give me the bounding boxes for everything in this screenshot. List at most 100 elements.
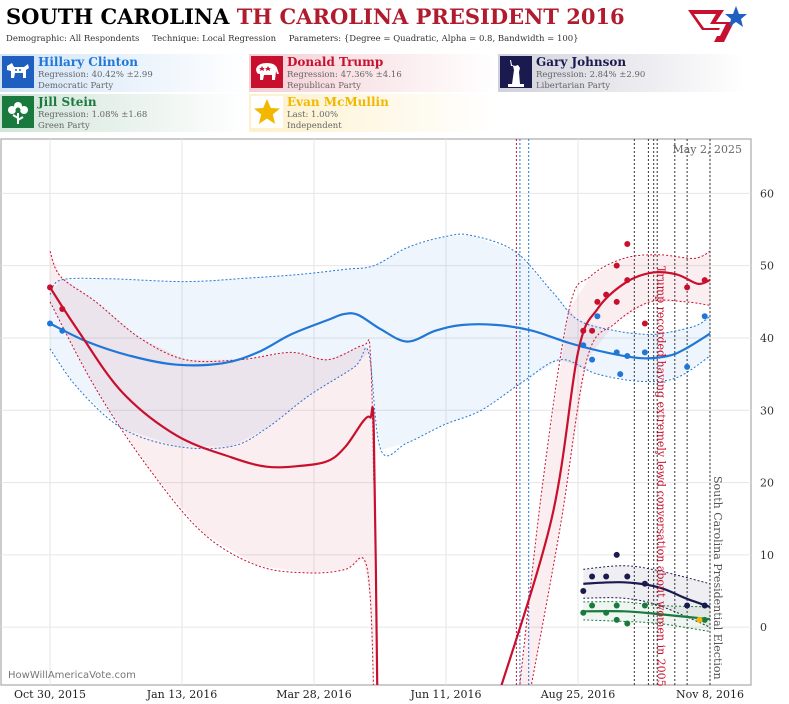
gary-johnson-poll-point	[580, 588, 587, 595]
gary-johnson-poll-point	[684, 602, 691, 609]
jill-stein-regression-line	[583, 609, 711, 621]
x-tick-label: Mar 28, 2016	[276, 688, 352, 701]
jill-stein-poll-point	[613, 602, 620, 609]
candidate-party: Republican Party	[287, 81, 361, 91]
y-tick-label: 30	[760, 404, 774, 417]
donald-trump-poll-point	[589, 327, 596, 334]
candidate-card-clinton: Hillary Clinton Regression: 40.42% ±2.99…	[0, 54, 247, 92]
donald-trump-poll-point	[701, 277, 708, 284]
x-tick-label: Jun 11, 2016	[409, 688, 481, 701]
parameters-label: Parameters: {Degree = Quadratic, Alpha =…	[288, 34, 579, 44]
hillary-clinton-band	[50, 235, 710, 450]
donald-trump-upper-bound	[519, 250, 711, 685]
donald-trump-lower-bound	[530, 299, 711, 685]
jill-stein-poll-point	[624, 620, 631, 627]
gary-johnson-poll-point	[641, 580, 648, 587]
candidate-name: Evan McMullin	[287, 95, 389, 109]
gary-johnson-regression-line	[583, 581, 711, 608]
hillary-clinton-poll-point	[624, 353, 631, 360]
y-tick-label: 40	[760, 332, 774, 345]
hillary-clinton-poll-point	[47, 320, 53, 327]
candidate-regression: Regression: 40.42% ±2.99	[38, 70, 153, 80]
donkey-icon	[2, 56, 34, 88]
gary-johnson-poll-point	[589, 573, 596, 580]
gary-johnson-poll-point	[701, 602, 708, 609]
x-tick-label: Jan 13, 2016	[146, 688, 218, 701]
y-tick-label: 0	[760, 621, 767, 634]
jill-stein-poll-point	[589, 602, 596, 609]
header: SOUTH CAROLINA TH CAROLINA PRESIDENT 201…	[0, 0, 789, 48]
jill-stein-poll-point	[580, 609, 587, 616]
candidate-party: Libertarian Party	[536, 81, 611, 91]
candidate-regression: Regression: 2.84% ±2.90	[536, 70, 646, 80]
gary-johnson-poll-point	[613, 551, 620, 558]
flower-icon	[2, 96, 34, 128]
jill-stein-lower-bound	[583, 619, 711, 632]
donald-trump-poll-point	[594, 298, 601, 305]
annotation-label: Trump recorded having extremely lewd con…	[655, 266, 668, 687]
y-tick-label: 20	[760, 477, 774, 490]
donald-trump-poll-point	[613, 262, 620, 269]
hillary-clinton-poll-point	[641, 349, 648, 356]
hillary-clinton-poll-point	[684, 363, 691, 370]
donald-trump-band	[50, 251, 374, 685]
plot-content	[47, 139, 711, 685]
candidate-party: Democratic Party	[38, 81, 114, 91]
hillary-clinton-poll-point	[613, 349, 620, 356]
title-rest: TH CAROLINA PRESIDENT 2016	[236, 4, 625, 29]
candidate-card-mcmullin: Evan McMullin Last: 1.00% Independent	[249, 94, 496, 132]
candidate-card-stein: Jill Stein Regression: 1.08% ±1.68 Green…	[0, 94, 247, 132]
gary-johnson-lower-bound	[583, 597, 711, 628]
date-label: May 2, 2025	[672, 143, 742, 156]
parameters-line: Demographic: All Respondents Technique: …	[6, 34, 589, 44]
technique-label: Technique: Local Regression	[152, 34, 277, 44]
hillary-clinton-poll-point	[701, 313, 708, 320]
candidate-regression: Regression: 1.08% ±1.68	[38, 110, 148, 120]
jill-stein-poll-point	[701, 616, 708, 623]
hillary-clinton-poll-point	[59, 327, 66, 334]
donald-trump-poll-point	[624, 277, 631, 284]
donald-trump-poll-point	[59, 306, 66, 313]
poll-chart: 0 10 20 30 40 50 60 Oct 30, 2015 Jan 13, 2016 Mar…	[0, 138, 774, 701]
candidate-last: Last: 1.00%	[287, 110, 339, 120]
donald-trump-poll-point	[613, 298, 620, 305]
jill-stein-upper-bound	[583, 601, 711, 608]
candidate-card-johnson: Gary Johnson Regression: 2.84% ±2.90 Lib…	[498, 54, 745, 92]
annotation-label: South Carolina Presidential Election	[711, 476, 724, 680]
gary-johnson-band	[583, 565, 710, 628]
x-tick-label: Aug 25, 2016	[540, 688, 616, 701]
hillary-clinton-poll-point	[617, 371, 624, 378]
demographic-label: Demographic: All Respondents	[6, 34, 140, 44]
jill-stein-poll-point	[613, 616, 620, 623]
donald-trump-poll-point	[624, 240, 631, 247]
donald-trump-poll-point	[684, 284, 691, 291]
gary-johnson-poll-point	[603, 573, 610, 580]
candidate-party: Green Party	[38, 121, 90, 131]
hillary-clinton-poll-point	[589, 356, 596, 363]
star-icon	[251, 96, 283, 128]
x-tick-label: Oct 30, 2015	[14, 688, 86, 701]
jill-stein-poll-point	[603, 609, 610, 616]
donald-trump-upper-bound	[49, 251, 375, 483]
page-title: SOUTH CAROLINA TH CAROLINA PRESIDENT 201…	[6, 4, 625, 29]
hillary-clinton-poll-point	[580, 342, 587, 349]
gary-johnson-upper-bound	[583, 565, 711, 585]
candidate-name: Gary Johnson	[536, 55, 627, 69]
candidate-party: Independent	[287, 121, 342, 131]
hillary-clinton-poll-point	[594, 313, 601, 320]
liberty-statue-icon	[500, 56, 532, 88]
y-tick-label: 10	[760, 549, 774, 562]
donald-trump-poll-point	[603, 291, 610, 298]
donald-trump-poll-point	[47, 284, 53, 291]
jill-stein-band	[583, 601, 710, 632]
donald-trump-regression-line	[49, 286, 379, 685]
gary-johnson-poll-point	[624, 573, 631, 580]
donald-trump-poll-point	[641, 320, 648, 327]
donald-trump-poll-point	[580, 327, 587, 334]
elephant-icon	[251, 56, 283, 88]
candidate-card-trump: Donald Trump Regression: 47.36% ±4.16 Re…	[249, 54, 496, 92]
evan-mcmullin-poll-point	[696, 616, 703, 623]
y-tick-label: 50	[760, 260, 774, 273]
title-state: SOUTH CAROLINA	[6, 4, 230, 29]
y-tick-label: 60	[760, 187, 774, 200]
